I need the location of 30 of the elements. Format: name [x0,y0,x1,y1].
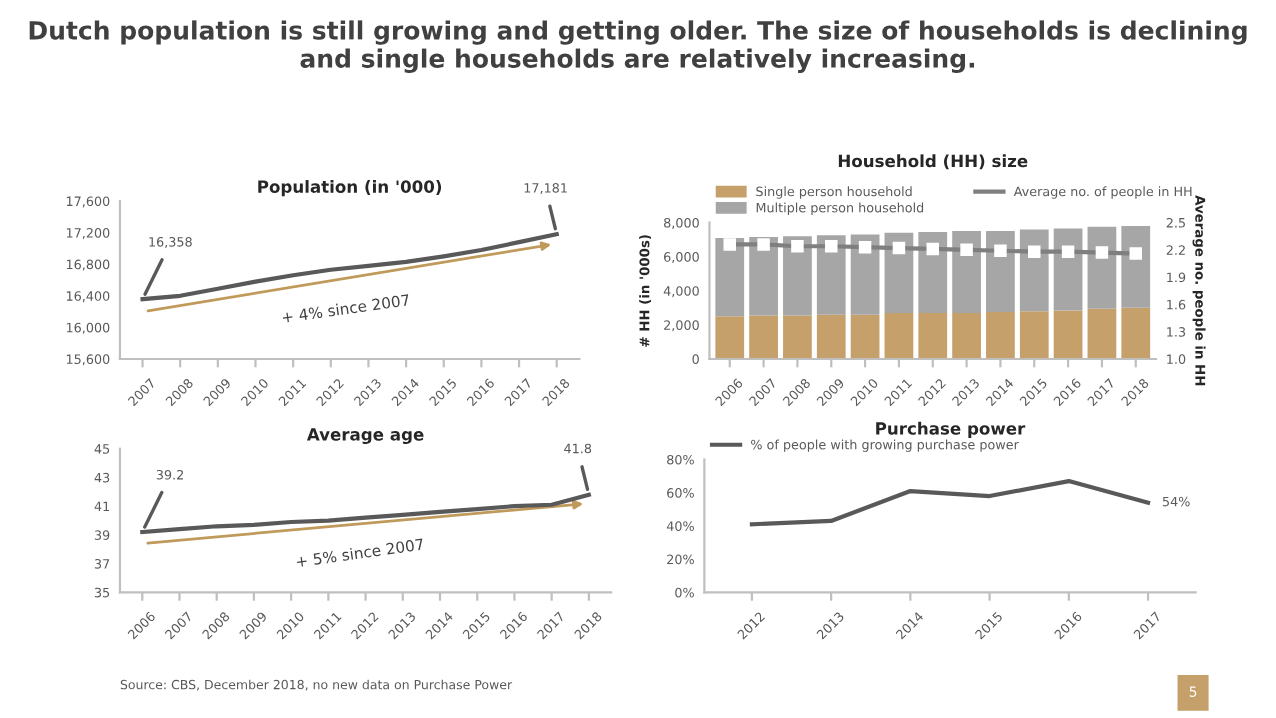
bar [816,235,846,315]
bar [1087,308,1117,359]
bar [884,232,914,313]
bar [1019,229,1049,312]
chart-title: Average age [306,428,424,445]
bar [952,312,981,359]
bar [918,231,948,313]
chart-title: Purchase power [876,421,1026,438]
bar [1053,228,1083,311]
bar [1053,310,1083,359]
bar [1019,311,1049,359]
bar [715,237,745,317]
bar [1121,307,1151,359]
chart-title: Population (in '000) [258,180,442,197]
bar [952,231,981,313]
bar [918,312,948,359]
bar [783,315,812,359]
bar [783,236,812,316]
bar [715,316,745,359]
bar [816,314,846,359]
text: Dutch population is still growing and getting older. The size of households is declining and single households are relatively increasing. [29,20,1247,73]
bar [986,231,1015,313]
bar [850,314,880,359]
chart-title: Household (HH) size [838,154,1028,170]
line-series [749,479,1151,527]
bar [749,315,778,359]
bar [986,312,1015,359]
bar [1121,225,1151,308]
bar [850,234,880,315]
bar [884,312,914,359]
